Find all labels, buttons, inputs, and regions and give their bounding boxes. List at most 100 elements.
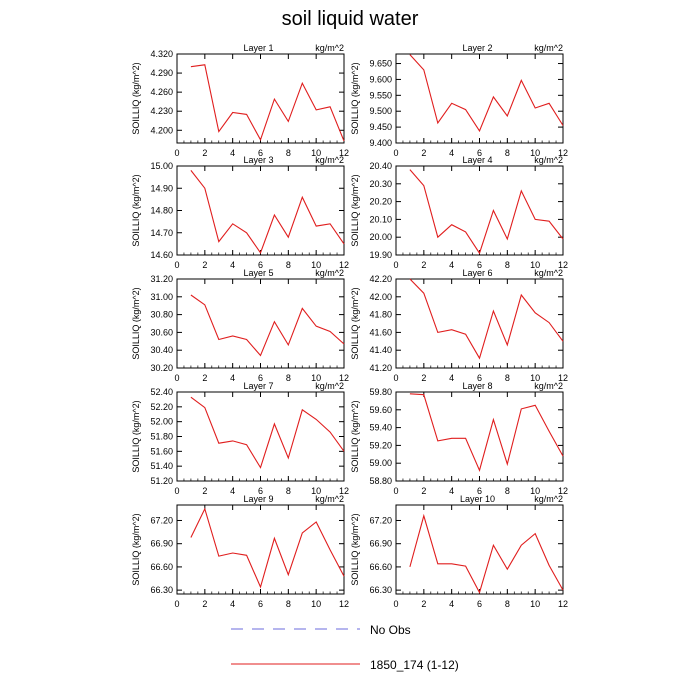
- y-tick-label: 51.20: [150, 476, 173, 486]
- y-tick-label: 66.60: [150, 562, 173, 572]
- panel-frame: [395, 391, 564, 482]
- y-tick-label: 20.10: [369, 214, 392, 224]
- x-tick-label: 4: [230, 260, 235, 270]
- x-tick-label: 8: [286, 260, 291, 270]
- x-tick-label: 6: [477, 148, 482, 158]
- panel-unit: kg/m^2: [534, 494, 563, 504]
- y-tick-label: 14.90: [150, 183, 173, 193]
- x-tick-label: 4: [230, 373, 235, 383]
- series-line: [409, 393, 564, 472]
- x-tick-label: 6: [477, 486, 482, 496]
- x-tick-label: 12: [339, 486, 349, 496]
- x-tick-label: 0: [174, 599, 179, 609]
- panel-layer-6: [395, 278, 564, 369]
- y-tick-label: 14.60: [150, 250, 173, 260]
- y-axis-label: SOILLIQ (kg/m^2): [350, 400, 360, 472]
- x-tick-label: 0: [174, 260, 179, 270]
- y-tick-label: 59.80: [369, 387, 392, 397]
- y-tick-label: 19.90: [369, 250, 392, 260]
- y-tick-label: 59.20: [369, 440, 392, 450]
- panel-title: Layer 4: [462, 155, 492, 165]
- y-tick-label: 66.90: [369, 539, 392, 549]
- panel-layer-9: [176, 504, 345, 595]
- panel-title: Layer 2: [462, 43, 492, 53]
- x-tick-label: 10: [311, 373, 321, 383]
- x-tick-label: 12: [558, 486, 568, 496]
- x-tick-label: 0: [174, 486, 179, 496]
- x-tick-label: 6: [477, 373, 482, 383]
- panel-unit: kg/m^2: [534, 43, 563, 53]
- panel-unit: kg/m^2: [315, 268, 344, 278]
- x-tick-label: 2: [421, 260, 426, 270]
- y-tick-label: 66.30: [369, 585, 392, 595]
- y-tick-label: 20.30: [369, 179, 392, 189]
- panel-frame: [395, 165, 564, 256]
- x-tick-label: 10: [311, 260, 321, 270]
- x-tick-label: 4: [449, 486, 454, 496]
- y-tick-label: 52.40: [150, 387, 173, 397]
- x-tick-label: 12: [339, 148, 349, 158]
- y-tick-label: 14.80: [150, 206, 173, 216]
- series-line: [409, 513, 564, 594]
- y-tick-label: 59.40: [369, 423, 392, 433]
- x-tick-label: 0: [393, 486, 398, 496]
- panel-layer-4: [395, 165, 564, 256]
- y-tick-label: 51.80: [150, 432, 173, 442]
- panel-layer-3: [176, 165, 345, 256]
- y-tick-label: 20.40: [369, 161, 392, 171]
- y-tick-label: 59.00: [369, 458, 392, 468]
- panel-title: Layer 5: [243, 268, 273, 278]
- x-tick-label: 10: [530, 486, 540, 496]
- x-tick-label: 0: [393, 599, 398, 609]
- x-tick-label: 2: [202, 599, 207, 609]
- y-tick-label: 30.20: [150, 363, 173, 373]
- panel-layer-10: [395, 504, 564, 595]
- x-tick-label: 12: [558, 148, 568, 158]
- y-tick-label: 15.00: [150, 161, 173, 171]
- y-axis-label: SOILLIQ (kg/m^2): [350, 62, 360, 134]
- x-tick-label: 8: [286, 148, 291, 158]
- y-axis-label: SOILLIQ (kg/m^2): [131, 400, 141, 472]
- x-tick-label: 4: [230, 148, 235, 158]
- y-tick-label: 9.550: [369, 90, 392, 100]
- y-tick-label: 67.20: [150, 515, 173, 525]
- y-tick-label: 41.20: [369, 363, 392, 373]
- panel-title: Layer 6: [462, 268, 492, 278]
- x-tick-label: 8: [505, 148, 510, 158]
- x-tick-label: 4: [230, 599, 235, 609]
- y-axis-label: SOILLIQ (kg/m^2): [131, 287, 141, 359]
- x-tick-label: 6: [258, 486, 263, 496]
- y-tick-label: 4.230: [150, 106, 173, 116]
- x-tick-label: 12: [558, 599, 568, 609]
- panel-frame: [176, 165, 345, 256]
- x-tick-label: 12: [339, 373, 349, 383]
- x-tick-label: 6: [258, 373, 263, 383]
- x-tick-label: 6: [477, 260, 482, 270]
- series-line: [190, 170, 345, 254]
- figure-title: soil liquid water: [281, 8, 419, 30]
- x-tick-label: 12: [558, 373, 568, 383]
- y-tick-label: 31.00: [150, 292, 173, 302]
- y-tick-label: 31.20: [150, 274, 173, 284]
- panel-frame: [176, 504, 345, 595]
- x-tick-label: 0: [393, 260, 398, 270]
- panel-layer-1: [176, 53, 345, 144]
- panel-layer-2: [395, 53, 564, 144]
- y-axis-label: SOILLIQ (kg/m^2): [350, 174, 360, 246]
- series-line: [190, 396, 345, 469]
- panel-unit: kg/m^2: [315, 43, 344, 53]
- y-tick-label: 4.200: [150, 125, 173, 135]
- x-tick-label: 2: [421, 599, 426, 609]
- panel-title: Layer 7: [243, 381, 273, 391]
- y-tick-label: 51.60: [150, 446, 173, 456]
- x-tick-label: 0: [174, 148, 179, 158]
- panel-title: Layer 3: [243, 155, 273, 165]
- panel-frame: [395, 278, 564, 369]
- panel-title: Layer 10: [460, 494, 495, 504]
- legend-no-obs-label: No Obs: [370, 623, 411, 637]
- series-line: [409, 278, 564, 360]
- y-tick-label: 9.500: [369, 106, 392, 116]
- y-tick-label: 59.60: [369, 405, 392, 415]
- x-tick-label: 10: [311, 599, 321, 609]
